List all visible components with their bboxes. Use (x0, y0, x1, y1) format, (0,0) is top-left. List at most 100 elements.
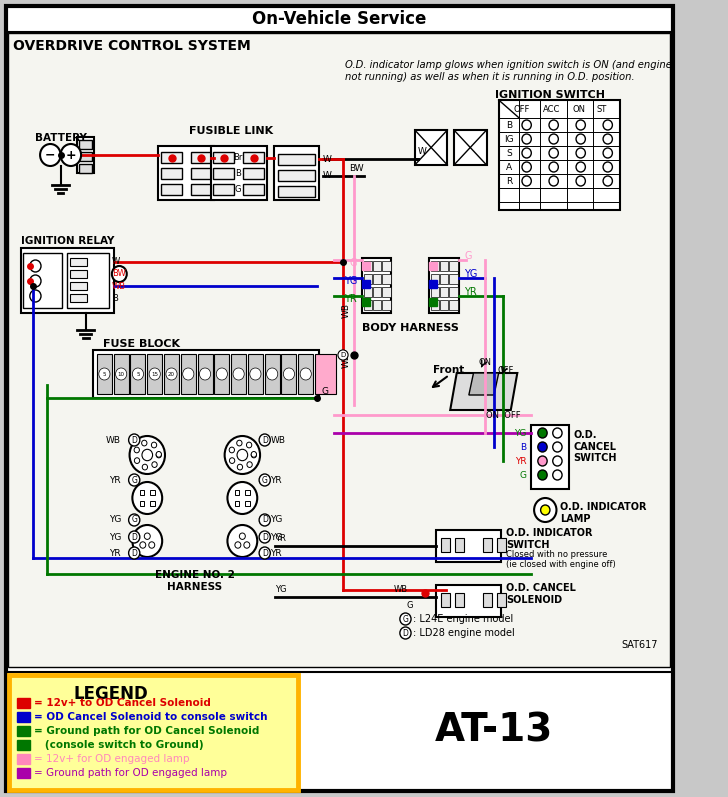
Text: YR: YR (344, 294, 357, 304)
Text: 20: 20 (168, 371, 175, 376)
Circle shape (247, 442, 252, 448)
Text: YR: YR (109, 476, 121, 485)
Circle shape (603, 120, 612, 130)
Circle shape (266, 368, 278, 380)
Circle shape (151, 442, 157, 448)
Text: ENGINE NO. 2
HARNESS: ENGINE NO. 2 HARNESS (155, 570, 234, 591)
Circle shape (233, 368, 244, 380)
Bar (429, 258, 459, 313)
Text: = 12v+ to OD Cancel Solenoid: = 12v+ to OD Cancel Solenoid (33, 698, 210, 708)
Text: +: + (66, 148, 76, 162)
Circle shape (576, 162, 585, 172)
Circle shape (259, 434, 270, 446)
Bar (382, 300, 390, 310)
Text: G: G (262, 476, 268, 485)
Text: B: B (234, 169, 241, 178)
Bar (79, 140, 92, 149)
Text: = 12v+ for OD engaged lamp: = 12v+ for OD engaged lamp (33, 754, 189, 764)
Bar (232, 354, 246, 394)
Circle shape (538, 428, 547, 438)
Bar (147, 354, 162, 394)
Text: YG: YG (270, 532, 282, 541)
Text: O.D.
CANCEL
SWITCH: O.D. CANCEL SWITCH (573, 430, 617, 463)
Text: WB: WB (270, 435, 285, 445)
Text: B: B (112, 293, 118, 303)
Text: W: W (418, 147, 427, 156)
Bar (243, 152, 264, 163)
Circle shape (259, 474, 270, 486)
Circle shape (251, 452, 256, 457)
Text: G: G (131, 476, 137, 485)
Text: FUSE BLOCK: FUSE BLOCK (103, 339, 180, 349)
Circle shape (553, 470, 562, 480)
Bar (197, 354, 213, 394)
Text: = Ground path for OD Cancel Solenoid: = Ground path for OD Cancel Solenoid (33, 726, 259, 736)
Circle shape (522, 162, 531, 172)
Circle shape (152, 461, 157, 468)
Bar (162, 152, 182, 163)
Circle shape (149, 542, 155, 548)
Text: D: D (262, 532, 268, 541)
Bar (77, 137, 94, 173)
Text: R: R (506, 176, 512, 186)
Circle shape (259, 547, 270, 559)
Circle shape (132, 482, 162, 514)
Bar (282, 354, 296, 394)
Bar (93, 350, 319, 398)
Circle shape (250, 368, 261, 380)
Circle shape (553, 456, 562, 466)
Text: G: G (520, 470, 526, 480)
Text: SAT617: SAT617 (622, 640, 658, 650)
Bar (363, 261, 372, 271)
Bar (265, 354, 280, 394)
Bar (140, 501, 144, 506)
Circle shape (283, 368, 295, 380)
Text: BW: BW (349, 164, 363, 173)
Bar (23, 253, 63, 308)
Text: O.D. indicator lamp glows when ignition switch is ON (and engine
not running) as: O.D. indicator lamp glows when ignition … (345, 60, 672, 81)
Text: IGNITION SWITCH: IGNITION SWITCH (495, 90, 605, 100)
Circle shape (603, 134, 612, 144)
Bar (440, 261, 448, 271)
Circle shape (30, 290, 41, 302)
Circle shape (538, 456, 547, 466)
Bar (17, 712, 30, 722)
Circle shape (132, 368, 143, 380)
Bar (191, 168, 212, 179)
Bar (382, 261, 390, 271)
Bar (164, 354, 179, 394)
Circle shape (149, 368, 160, 380)
Bar (67, 253, 109, 308)
Text: 5: 5 (136, 371, 140, 376)
Circle shape (549, 120, 558, 130)
Bar (455, 593, 464, 607)
Bar (436, 530, 502, 562)
Bar (235, 490, 240, 495)
Text: G: G (406, 600, 413, 610)
Circle shape (132, 525, 162, 557)
Text: WB: WB (341, 352, 350, 367)
Bar (431, 300, 439, 310)
Bar (150, 501, 155, 506)
Text: OFF: OFF (497, 366, 513, 375)
Circle shape (400, 613, 411, 625)
Bar (449, 287, 458, 297)
Circle shape (538, 442, 547, 452)
Bar (441, 538, 450, 552)
Bar (70, 294, 87, 302)
Bar (9, 33, 670, 667)
Circle shape (549, 176, 558, 186)
Bar (248, 354, 263, 394)
Circle shape (156, 452, 162, 457)
Text: YG: YG (108, 516, 121, 524)
Bar (436, 585, 502, 617)
Text: YR: YR (270, 548, 282, 557)
Text: YR: YR (270, 476, 282, 485)
Text: AT-13: AT-13 (435, 711, 553, 749)
Bar (214, 354, 229, 394)
Bar (213, 152, 234, 163)
Circle shape (142, 464, 148, 470)
Text: YR: YR (275, 534, 286, 543)
Circle shape (135, 457, 140, 464)
Bar (243, 184, 264, 195)
